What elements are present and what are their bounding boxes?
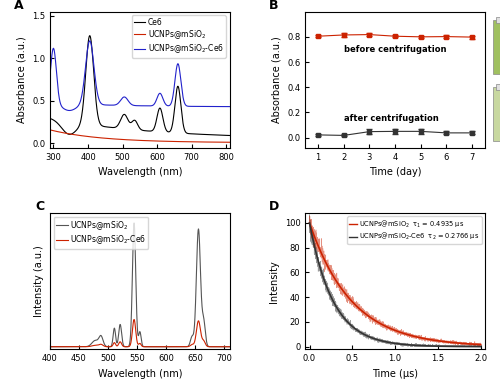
- Line: UCNPs@mSiO$_2$-Ce6: UCNPs@mSiO$_2$-Ce6: [50, 319, 230, 347]
- Y-axis label: Absorbance (a.u.): Absorbance (a.u.): [16, 36, 26, 123]
- UCNPs@mSiO$_2$: [60, 345, 66, 349]
- Text: D: D: [270, 200, 280, 213]
- Line: UCNPs@mSiO$_2$-Ce6: UCNPs@mSiO$_2$-Ce6: [50, 41, 230, 111]
- UCNPs@mSiO$_2$-Ce6: [87, 38, 93, 43]
- UCNPs@mSiO$_2$: [227, 345, 233, 349]
- X-axis label: Time (day): Time (day): [369, 167, 422, 177]
- Ce6: [178, 107, 184, 112]
- Ce6: [227, 133, 233, 138]
- UCNPs@mSiO$_2$-Ce6: [47, 345, 53, 349]
- Text: before centrifugation: before centrifugation: [344, 45, 446, 54]
- Line: UCNPs@mSiO$_2$: UCNPs@mSiO$_2$: [50, 223, 230, 347]
- UCNPs@mSiO$_2$-Ce6: [66, 108, 72, 113]
- Bar: [496, 17, 500, 23]
- UCNPs@mSiO$_2$: [47, 128, 53, 132]
- Y-axis label: Absorbance (a.u.): Absorbance (a.u.): [272, 36, 281, 123]
- Bar: [496, 84, 500, 90]
- UCNPs@mSiO$_2$-Ce6: [178, 84, 184, 88]
- UCNPs@mSiO$_2$: [155, 139, 161, 144]
- UCNPs@mSiO$_2$-Ce6: [47, 73, 53, 78]
- Ce6: [144, 128, 150, 133]
- UCNPs@mSiO$_2$: [49, 128, 55, 133]
- Ce6: [108, 125, 114, 130]
- Ce6: [130, 118, 136, 123]
- Legend: Ce6, UCNPs@mSiO$_2$, UCNPs@mSiO$_2$-Ce6: Ce6, UCNPs@mSiO$_2$, UCNPs@mSiO$_2$-Ce6: [132, 16, 226, 57]
- Legend: UCNPs@mSiO$_2$  τ$_1$ = 0.4935 μs, UCNPs@mSiO$_2$-Ce6  τ$_2$ = 0.2766 μs: UCNPs@mSiO$_2$ τ$_1$ = 0.4935 μs, UCNPs@…: [348, 217, 482, 244]
- Text: B: B: [270, 0, 279, 12]
- UCNPs@mSiO$_2$-Ce6: [185, 344, 191, 349]
- UCNPs@mSiO$_2$-Ce6: [156, 92, 162, 97]
- Text: A: A: [14, 0, 24, 12]
- UCNPs@mSiO$_2$: [185, 344, 191, 349]
- X-axis label: Wavelength (nm): Wavelength (nm): [98, 369, 182, 379]
- UCNPs@mSiO$_2$-Ce6: [153, 345, 159, 349]
- Ce6: [47, 116, 53, 121]
- UCNPs@mSiO$_2$: [47, 345, 53, 349]
- Y-axis label: Intensity (a.u.): Intensity (a.u.): [34, 245, 44, 317]
- UCNPs@mSiO$_2$: [201, 319, 207, 324]
- UCNPs@mSiO$_2$: [160, 345, 166, 349]
- Line: UCNPs@mSiO$_2$: UCNPs@mSiO$_2$: [50, 130, 230, 142]
- UCNPs@mSiO$_2$: [227, 140, 233, 145]
- UCNPs@mSiO$_2$: [108, 137, 114, 141]
- UCNPs@mSiO$_2$-Ce6: [60, 345, 66, 349]
- X-axis label: Wavelength (nm): Wavelength (nm): [98, 167, 182, 177]
- Legend: UCNPs@mSiO$_2$, UCNPs@mSiO$_2$-Ce6: UCNPs@mSiO$_2$, UCNPs@mSiO$_2$-Ce6: [54, 217, 148, 249]
- UCNPs@mSiO$_2$-Ce6: [227, 104, 233, 109]
- UCNPs@mSiO$_2$-Ce6: [108, 103, 114, 107]
- UCNPs@mSiO$_2$-Ce6: [144, 104, 150, 108]
- UCNPs@mSiO$_2$-Ce6: [130, 103, 136, 107]
- UCNPs@mSiO$_2$-Ce6: [201, 339, 207, 343]
- UCNPs@mSiO$_2$: [178, 139, 184, 144]
- Bar: [493, 87, 500, 140]
- UCNPs@mSiO$_2$: [220, 345, 226, 349]
- X-axis label: Time (μs): Time (μs): [372, 369, 418, 379]
- UCNPs@mSiO$_2$-Ce6: [49, 53, 55, 57]
- Line: Ce6: Ce6: [50, 36, 230, 135]
- Text: C: C: [36, 200, 44, 213]
- UCNPs@mSiO$_2$: [204, 341, 210, 345]
- Ce6: [156, 109, 162, 114]
- UCNPs@mSiO$_2$-Ce6: [204, 343, 210, 348]
- UCNPs@mSiO$_2$: [153, 345, 159, 349]
- UCNPs@mSiO$_2$: [144, 139, 150, 143]
- UCNPs@mSiO$_2$-Ce6: [131, 317, 137, 322]
- UCNPs@mSiO$_2$-Ce6: [227, 345, 233, 349]
- Y-axis label: Intensity: Intensity: [269, 260, 279, 303]
- UCNPs@mSiO$_2$: [130, 138, 136, 142]
- UCNPs@mSiO$_2$-Ce6: [220, 345, 226, 349]
- Ce6: [49, 117, 55, 121]
- Bar: [493, 20, 500, 74]
- UCNPs@mSiO$_2$-Ce6: [160, 345, 166, 349]
- Text: after centrifugation: after centrifugation: [344, 114, 438, 123]
- UCNPs@mSiO$_2$: [131, 221, 137, 225]
- Ce6: [87, 33, 93, 38]
